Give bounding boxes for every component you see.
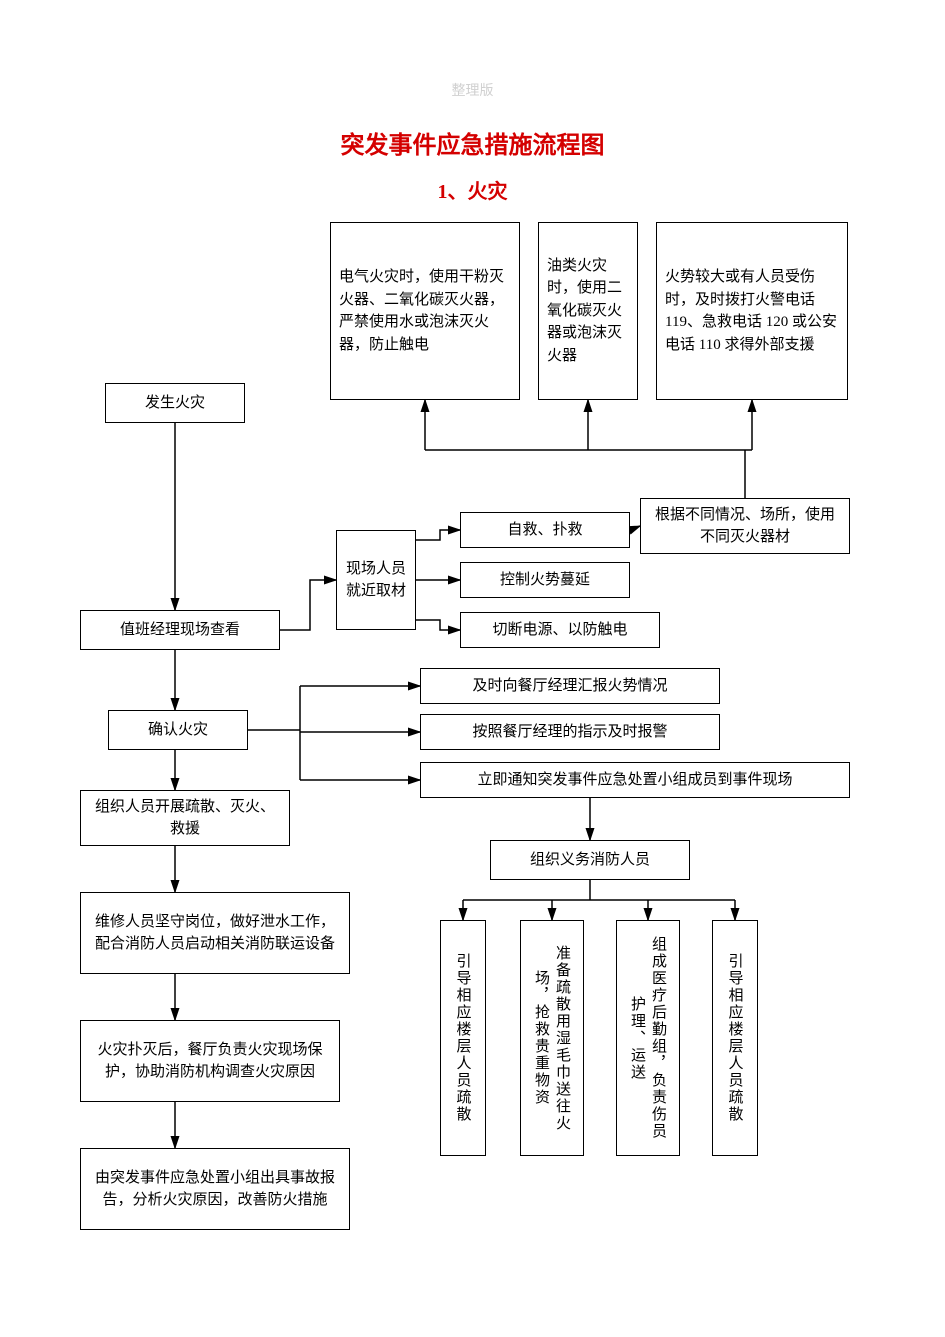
flowchart-node-n_qieduan: 切断电源、以防触电 <box>460 612 660 648</box>
flowchart-node-n_liji: 立即通知突发事件应急处置小组成员到事件现场 <box>420 762 850 798</box>
flowchart-node-n_top3: 火势较大或有人员受伤时，及时拨打火警电话 119、急救电话 120 或公安电话 … <box>656 222 848 400</box>
header-watermark: 整理版 <box>452 80 494 100</box>
flowchart-node-n4: 组织人员开展疏散、灭火、救援 <box>80 790 290 846</box>
flowchart-node-n5: 维修人员坚守岗位，做好泄水工作，配合消防人员启动相关消防联运设备 <box>80 892 350 974</box>
flowchart-node-n7: 由突发事件应急处置小组出具事故报告，分析火灾原因，改善防火措施 <box>80 1148 350 1230</box>
flowchart-node-n_zuzhi: 组织义务消防人员 <box>490 840 690 880</box>
flowchart-node-v3: 组成医疗后勤组，负责伤员护理、运送 <box>616 920 680 1156</box>
flowchart-node-n1: 发生火灾 <box>105 383 245 423</box>
flowchart-node-n6: 火灾扑灭后，餐厅负责火灾现场保护，协助消防机构调查火灾原因 <box>80 1020 340 1102</box>
subtitle: 1、火灾 <box>438 175 508 204</box>
flowchart-node-n2: 值班经理现场查看 <box>80 610 280 650</box>
flowchart-node-v2: 准备疏散用湿毛巾送往火场，抢救贵重物资 <box>520 920 584 1156</box>
flowchart-node-n_jiucai: 现场人员就近取材 <box>336 530 416 630</box>
flowchart-node-n_top2: 油类火灾时，使用二氧化碳灭火器或泡沫灭火器 <box>538 222 638 400</box>
flowchart-node-n_zijiu: 自救、扑救 <box>460 512 630 548</box>
flowchart-node-n_top1: 电气火灾时，使用干粉灭火器、二氧化碳灭火器，严禁使用水或泡沫灭火器，防止触电 <box>330 222 520 400</box>
flowchart-node-n_kongzhi: 控制火势蔓延 <box>460 562 630 598</box>
main-title: 突发事件应急措施流程图 <box>341 125 605 160</box>
flowchart-node-n_genju: 根据不同情况、场所，使用不同灭火器材 <box>640 498 850 554</box>
flowchart-node-n_anzhao: 按照餐厅经理的指示及时报警 <box>420 714 720 750</box>
flowchart-node-v1: 引导相应楼层人员疏散 <box>440 920 486 1156</box>
flowchart-node-n3: 确认火灾 <box>108 710 248 750</box>
flowchart-node-n_jishi: 及时向餐厅经理汇报火势情况 <box>420 668 720 704</box>
flowchart-node-v4: 引导相应楼层人员疏散 <box>712 920 758 1156</box>
